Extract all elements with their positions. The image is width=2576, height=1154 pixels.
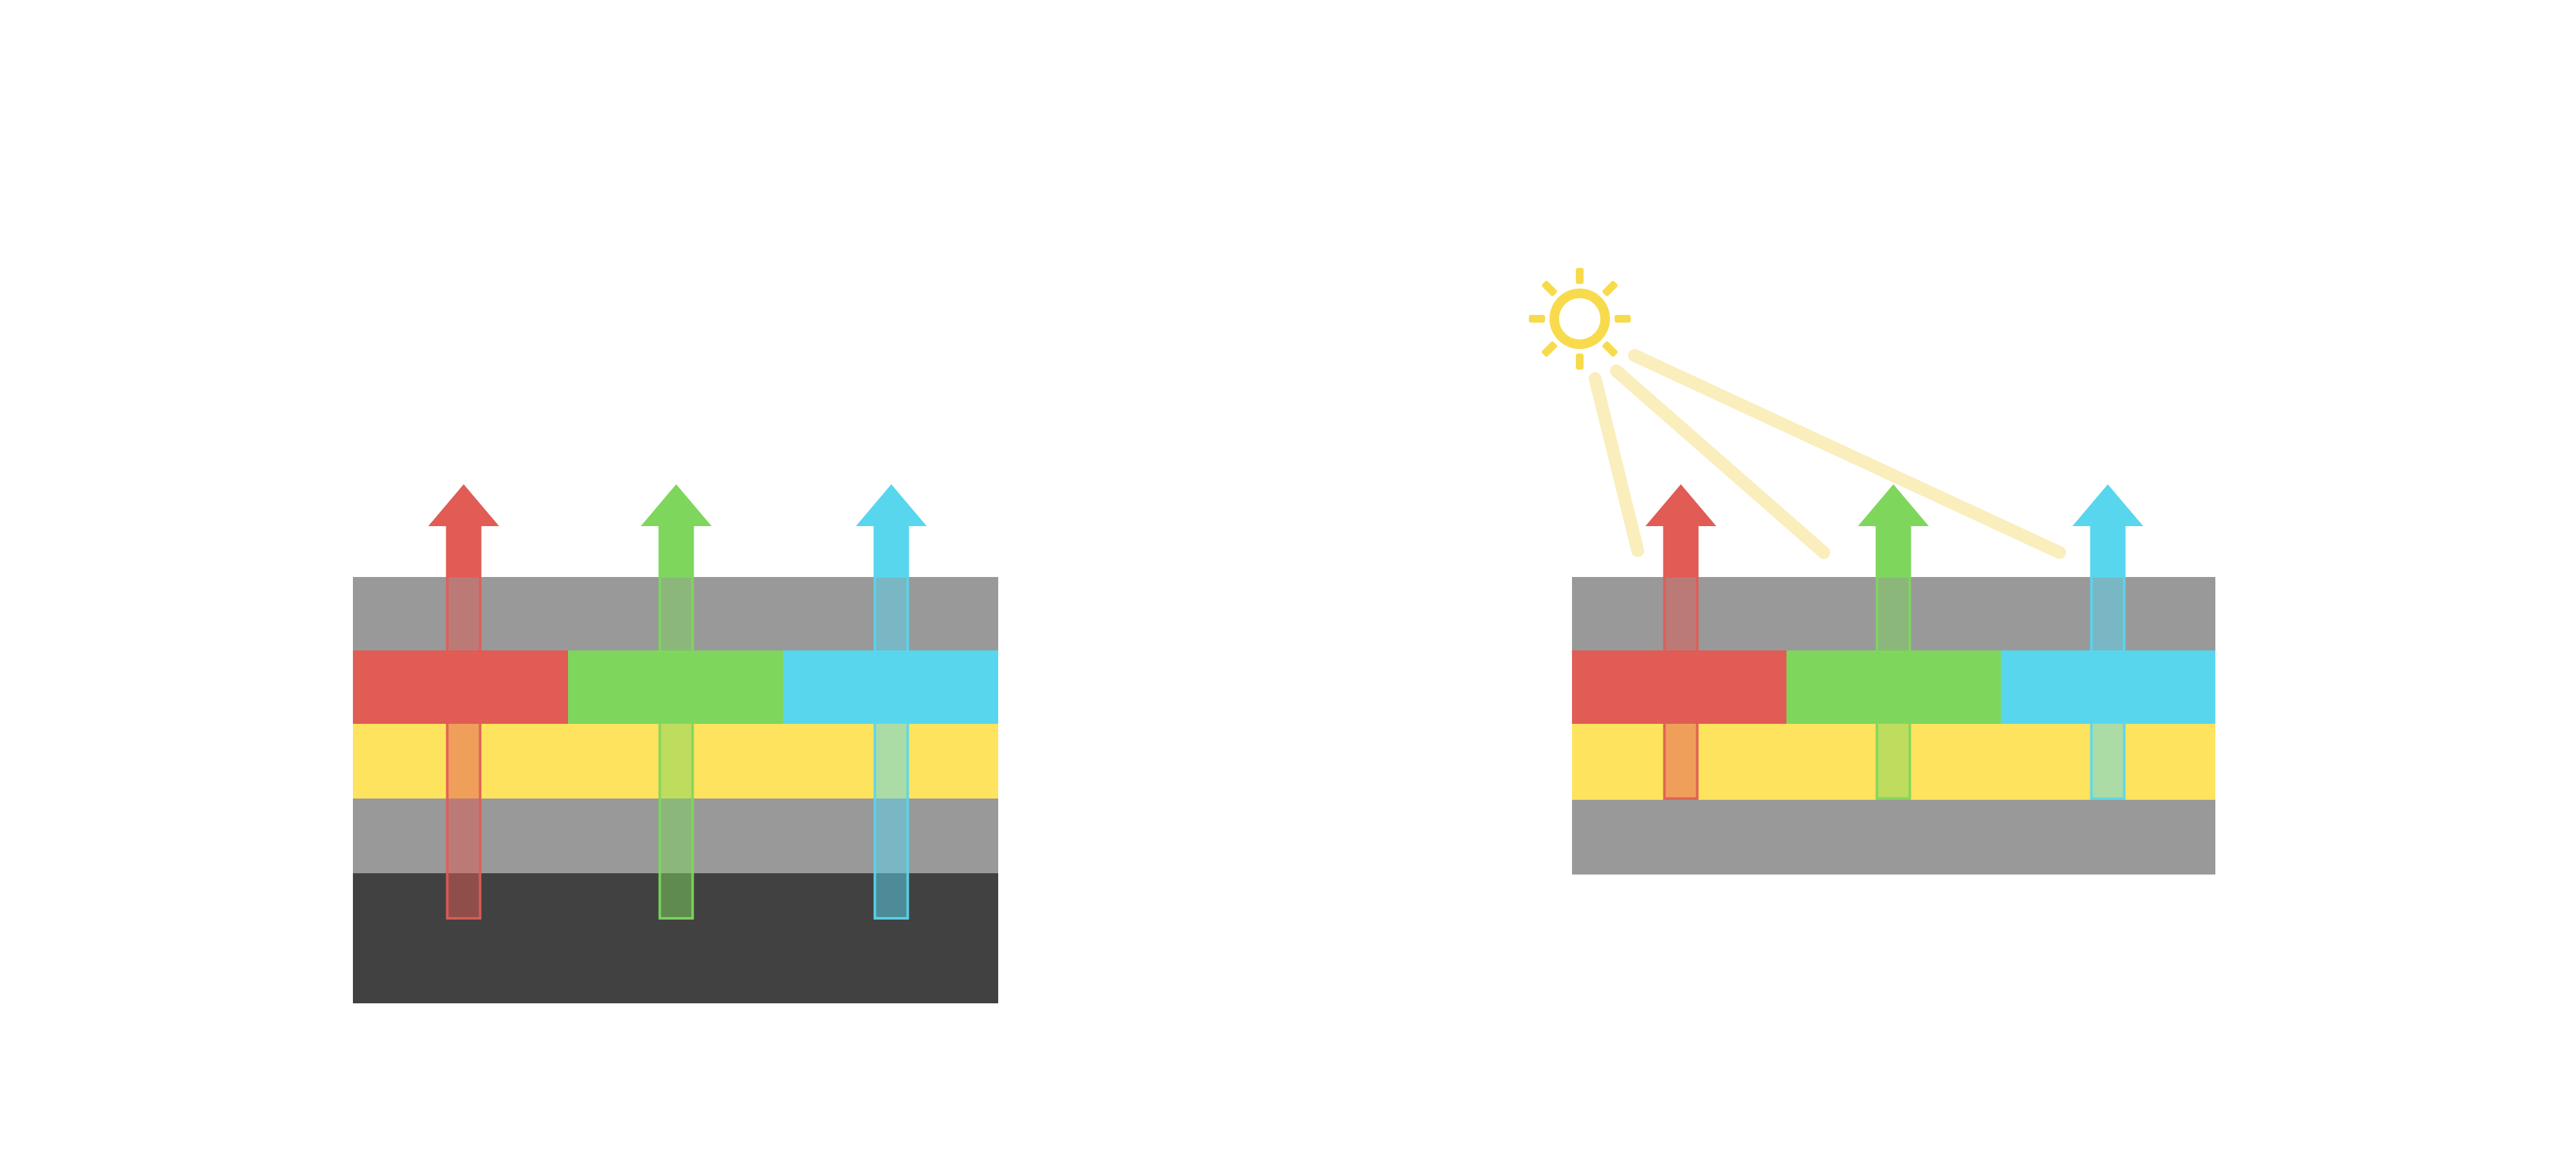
green-arrow-tail-translucent xyxy=(1875,577,1911,800)
red-arrow-tail-outline xyxy=(1663,577,1699,800)
red-arrow-tail-translucent xyxy=(1663,577,1699,800)
sunbeam-left xyxy=(1589,372,1644,557)
sun-ray-rect xyxy=(1542,281,1557,296)
sun-ray-n xyxy=(1576,268,1584,284)
sun-ray-nw xyxy=(1542,281,1557,296)
sunbeam-right xyxy=(1628,349,2066,559)
red-arrow-head xyxy=(428,484,499,578)
reflective-bottom-gray-layer xyxy=(1572,800,2215,875)
sun-ray-rect xyxy=(1602,281,1618,296)
reflective-red-light-arrow xyxy=(1645,484,1716,800)
sun-ray-rect xyxy=(1576,268,1584,284)
blue-arrow-tail-outline xyxy=(2090,577,2126,800)
sun-ray-e xyxy=(1615,315,1631,323)
green-arrow-tail-outline xyxy=(658,577,694,920)
green-arrow-head xyxy=(641,484,712,578)
blue-arrow-head xyxy=(2072,484,2143,578)
blue-arrow-tail-translucent xyxy=(873,577,909,920)
blue-arrow-tail-outline xyxy=(873,577,909,920)
sun-ray-rect xyxy=(1529,315,1545,323)
sunbeam-middle xyxy=(1610,364,1830,559)
sun-disc-outline xyxy=(1549,288,1610,349)
green-arrow-tail-outline xyxy=(1875,577,1911,800)
sunbeams xyxy=(1589,349,2066,559)
green-arrow-tail-translucent xyxy=(658,577,694,920)
sun-ray-rect xyxy=(1602,341,1618,357)
sun-ray-s xyxy=(1576,354,1584,370)
green-arrow-head xyxy=(1858,484,1929,578)
red-arrow-tail-translucent xyxy=(446,577,482,920)
emissive-display-diagram xyxy=(353,484,998,1003)
reflective-display-diagram xyxy=(1529,268,2215,875)
emissive-green-light-arrow xyxy=(641,484,712,920)
emissive-blue-light-arrow xyxy=(856,484,927,920)
reflective-blue-light-arrow xyxy=(2072,484,2143,800)
reflective-green-light-arrow xyxy=(1858,484,1929,800)
red-arrow-tail-outline xyxy=(446,577,482,920)
sun-ray-sw xyxy=(1542,341,1557,357)
blue-arrow-head xyxy=(856,484,927,578)
emissive-red-light-arrow xyxy=(428,484,499,920)
blue-arrow-tail-translucent xyxy=(2090,577,2126,800)
sun-ray-se xyxy=(1602,341,1618,357)
sun-ray-ne xyxy=(1602,281,1618,296)
red-arrow-head xyxy=(1645,484,1716,578)
sun-ray-w xyxy=(1529,315,1545,323)
sun-ray-rect xyxy=(1542,341,1557,357)
sun-ray-rect xyxy=(1576,354,1584,370)
sun-icon xyxy=(1529,268,1631,370)
sun-ray-rect xyxy=(1615,315,1631,323)
